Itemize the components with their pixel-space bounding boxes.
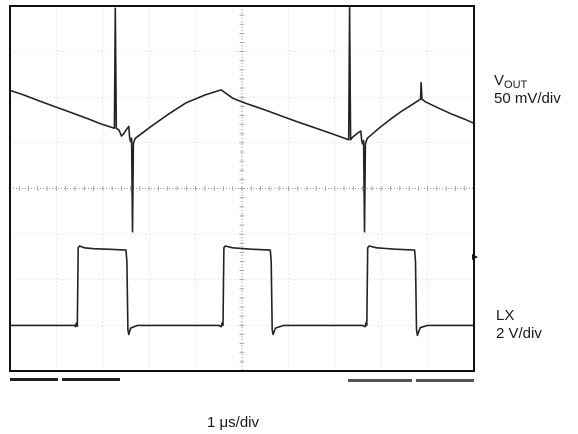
plot-frame	[9, 5, 475, 372]
vout-label: VOUT	[494, 72, 527, 94]
vout-label-sub: OUT	[504, 79, 528, 91]
vout-scale: 50 mV/div	[494, 90, 561, 107]
trace-lx	[10, 245, 474, 337]
timebase-label: 1 μs/div	[207, 414, 259, 431]
status-segment	[10, 378, 58, 381]
status-bar	[10, 378, 474, 382]
status-segment	[62, 378, 120, 381]
lx-label: LX	[496, 307, 515, 324]
graticule	[9, 5, 475, 372]
status-segment	[416, 379, 474, 382]
ground-marker-icon	[472, 254, 478, 260]
traces	[9, 7, 475, 337]
vout-label-main: V	[494, 72, 505, 89]
trace-vout	[9, 7, 475, 233]
lx-scale: 2 V/div	[496, 325, 542, 342]
status-segment	[348, 379, 412, 382]
